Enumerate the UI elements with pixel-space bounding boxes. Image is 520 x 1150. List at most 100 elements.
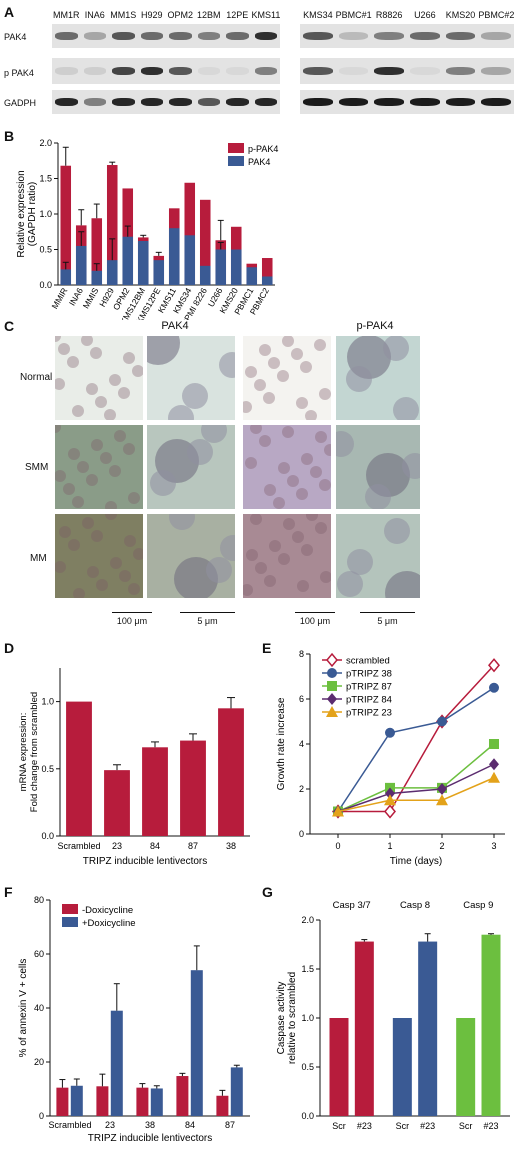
cell-nucleus	[301, 453, 313, 465]
cell-nucleus	[128, 583, 140, 595]
panel-letter-g: G	[262, 884, 273, 900]
group-label: Casp 8	[400, 900, 430, 911]
cell-nucleus	[306, 514, 318, 521]
cell-nucleus	[100, 452, 112, 464]
bar	[180, 740, 206, 836]
scale-bar	[360, 612, 415, 613]
cell-nucleus	[393, 397, 419, 420]
x-tick-label: Scr	[332, 1121, 346, 1131]
cell-nucleus	[220, 535, 235, 561]
cell-nucleus	[147, 336, 180, 365]
cell-nucleus	[124, 535, 136, 547]
wb-band	[197, 98, 220, 106]
cell-nucleus	[110, 557, 122, 569]
bar-p-pak4	[184, 182, 196, 285]
cell-nucleus	[259, 435, 271, 447]
wb-strip	[300, 58, 514, 84]
cell-nucleus	[292, 531, 304, 543]
cell-nucleus	[90, 347, 102, 359]
bar-pak4	[60, 269, 72, 285]
wb-band	[303, 67, 333, 75]
wb-strip	[300, 90, 514, 114]
cell-nucleus	[109, 374, 121, 386]
cell-nucleus	[168, 405, 194, 420]
y-axis-label: (GAPDH ratio)	[27, 182, 38, 246]
bar-pak4	[75, 245, 87, 285]
cell-nucleus	[255, 562, 267, 574]
bar	[176, 1076, 189, 1116]
cell-nucleus	[73, 588, 85, 598]
wb-band	[112, 32, 135, 40]
histology-tile	[55, 425, 143, 509]
histology-row-label: MM	[30, 553, 47, 564]
cell-nucleus	[86, 383, 98, 395]
bar-pak4	[246, 267, 258, 285]
y-tick-label: 0.0	[41, 831, 54, 841]
cell-nucleus	[105, 501, 117, 509]
bar-p-pak4	[60, 165, 72, 285]
cell-nucleus	[296, 488, 308, 500]
bar	[329, 1018, 349, 1116]
bar-pak4	[137, 240, 149, 285]
group-label: Casp 9	[463, 900, 493, 911]
legend-label: +Doxicycline	[82, 918, 136, 929]
wb-strip	[52, 58, 280, 84]
cell-nucleus	[86, 474, 98, 486]
cell-nucleus	[296, 397, 308, 409]
cell-nucleus	[91, 530, 103, 542]
histology-tile	[147, 425, 235, 509]
wb-band	[481, 98, 511, 106]
x-tick-label: #23	[357, 1121, 372, 1131]
panel-letter-a: A	[4, 4, 15, 20]
cell-nucleus	[58, 343, 70, 355]
bar	[70, 1085, 83, 1116]
cell-nucleus	[55, 378, 65, 390]
bar-pak4	[168, 228, 180, 285]
x-tick-label: 23	[105, 1120, 115, 1130]
bar	[456, 1018, 476, 1116]
cell-nucleus	[150, 470, 176, 496]
chart-d: 0.0 0.5 1.0 mRNA expression: Fold change fro…	[18, 668, 250, 867]
cell-nucleus	[263, 392, 275, 404]
y-tick-label: 40	[34, 1003, 44, 1013]
cell-nucleus	[243, 401, 252, 413]
x-tick-label: #23	[420, 1121, 435, 1131]
cell-nucleus	[68, 448, 80, 460]
histology-tile	[243, 514, 331, 598]
cell-nucleus	[273, 497, 285, 509]
cell-nucleus	[118, 387, 130, 399]
cell-nucleus	[59, 526, 71, 538]
legend-marker	[326, 706, 338, 717]
legend-swatch	[228, 156, 244, 166]
data-point	[437, 783, 447, 795]
legend-label: pTRIPZ 23	[346, 708, 392, 719]
bar-pak4	[91, 270, 103, 285]
bar	[218, 708, 244, 836]
wb-band	[226, 32, 249, 40]
cell-nucleus	[283, 518, 295, 530]
cell-nucleus	[182, 383, 208, 409]
cell-nucleus	[123, 352, 135, 364]
histology-row-label: Normal	[20, 372, 53, 383]
y-tick-label: 0.5	[41, 764, 54, 774]
legend-swatch	[62, 904, 78, 914]
cell-nucleus	[243, 584, 253, 596]
x-tick-label: 0	[335, 841, 340, 851]
cell-nucleus	[95, 396, 107, 408]
wb-band	[445, 67, 476, 75]
y-tick-label: 1.5	[39, 174, 52, 184]
cell-nucleus	[301, 544, 313, 556]
data-point	[332, 805, 344, 817]
cell-nucleus	[319, 479, 331, 491]
cell-nucleus	[282, 336, 294, 347]
legend-marker	[326, 652, 338, 668]
bar-p-pak4	[106, 165, 118, 285]
y-axis-label: Relative expression	[16, 170, 27, 257]
legend-label: pTRIPZ 87	[346, 682, 392, 693]
cell-nucleus	[314, 339, 326, 351]
cell-nucleus	[315, 522, 327, 534]
bar-p-pak4	[261, 258, 273, 285]
bar	[216, 1095, 229, 1116]
x-tick-label: Scr	[396, 1121, 410, 1131]
bar	[392, 1018, 412, 1116]
